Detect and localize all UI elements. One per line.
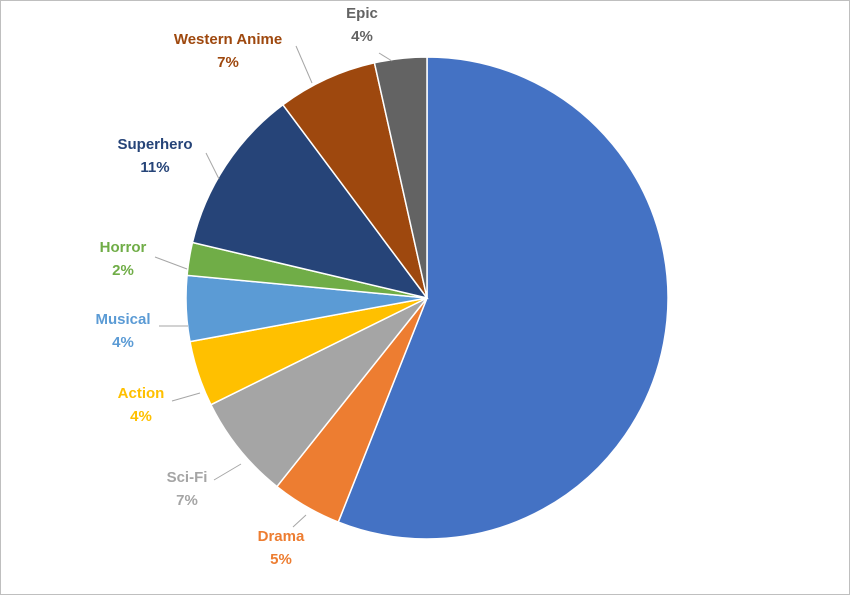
leader-line-drama bbox=[292, 514, 307, 528]
slice-label-musical: Musical bbox=[95, 311, 150, 328]
leader-line-epic bbox=[378, 52, 393, 62]
pie-slice-superhero bbox=[191, 103, 429, 300]
slice-percent-superhero: 11% bbox=[140, 159, 169, 176]
leader-line-sci-fi bbox=[213, 463, 242, 481]
pie-slice-epic bbox=[373, 56, 428, 299]
slice-percent-western-anime: 7% bbox=[217, 54, 239, 71]
slice-percent-musical: 4% bbox=[112, 334, 134, 351]
slice-label-epic: Epic bbox=[346, 5, 378, 22]
leader-line-western-anime bbox=[295, 45, 313, 84]
leader-lines bbox=[154, 45, 393, 528]
slice-label-sci-fi: Sci-Fi bbox=[167, 469, 208, 486]
slice-percent-drama: 5% bbox=[270, 551, 292, 568]
leader-line-horror bbox=[154, 256, 188, 270]
slice-percent-sci-fi: 7% bbox=[176, 492, 198, 509]
slice-label-action: Action bbox=[118, 385, 165, 402]
data-labels: Drama 5% Sci-Fi 7% Action 4% Musical 4% Horror 2%… bbox=[95, 5, 377, 568]
pie-slices bbox=[185, 56, 669, 540]
slice-label-western-anime: Western Anime bbox=[174, 31, 282, 48]
slice-percent-horror: 2% bbox=[112, 262, 134, 279]
leader-line-superhero bbox=[205, 152, 220, 180]
pie-slice-sci-fi bbox=[209, 297, 428, 488]
slice-percent-epic: 4% bbox=[351, 28, 373, 45]
slice-percent-action: 4% bbox=[130, 408, 152, 425]
slice-label-drama: Drama bbox=[258, 528, 305, 545]
pie-slice-unlabeled bbox=[337, 56, 669, 540]
slice-label-superhero: Superhero bbox=[117, 136, 192, 153]
leader-line-action bbox=[171, 392, 201, 402]
slice-label-horror: Horror bbox=[100, 239, 147, 256]
